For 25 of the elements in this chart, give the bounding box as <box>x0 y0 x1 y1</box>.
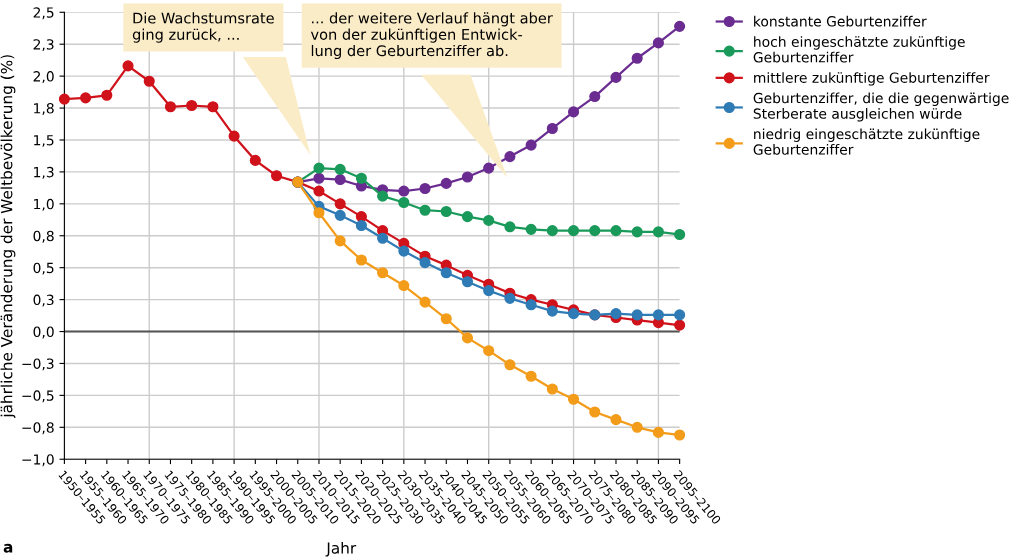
y-tick-label: 2,5 <box>33 7 54 20</box>
legend-label: mittlere zukünftige Geburtenziffer <box>754 72 990 86</box>
y-tick-label: 0,3 <box>33 294 54 307</box>
y-tick-label: −0,5 <box>22 390 54 403</box>
y-tick-label: 0,0 <box>33 326 54 339</box>
y-tick-label: −0,3 <box>22 358 54 371</box>
legend-label: niedrig eingeschätzte zukünftige Geburtenziffer <box>753 128 980 155</box>
y-tick-label: 2,0 <box>33 71 54 84</box>
y-axis-title: jährliche Veränderung der Weltbevölkerung (%) <box>0 55 16 418</box>
y-tick-label: −0,8 <box>22 422 54 435</box>
legend-label: hoch eingeschätzte zukünftige Geburtenziffer <box>753 36 965 63</box>
legend-label: konstante Geburtenziffer <box>754 15 927 27</box>
y-tick-label: 1,5 <box>34 135 54 147</box>
y-tick-label: 1,3 <box>34 166 54 179</box>
text: a <box>3 543 13 553</box>
y-tick-label: 2,3 <box>33 39 54 52</box>
legend-label: Geburtenziffer, die die gegenwärtige Sterberate ausgleichen würde <box>753 92 1009 122</box>
y-tick-label: 0,5 <box>33 262 54 275</box>
annotation: Die Wachstumsrate ging zurück, ... <box>132 12 274 43</box>
y-tick-label: −1,0 <box>22 454 54 467</box>
y-tick-label: 0,8 <box>33 230 54 243</box>
y-tick-label: 1,0 <box>34 198 54 211</box>
x-axis-title: Jahr <box>325 541 357 557</box>
y-tick-label: 1,8 <box>34 103 54 115</box>
annotation: ... der weitere Verlauf hängt aber von der zukünftigen Entwick- lung der Geburtenziffer ab. <box>310 12 553 60</box>
